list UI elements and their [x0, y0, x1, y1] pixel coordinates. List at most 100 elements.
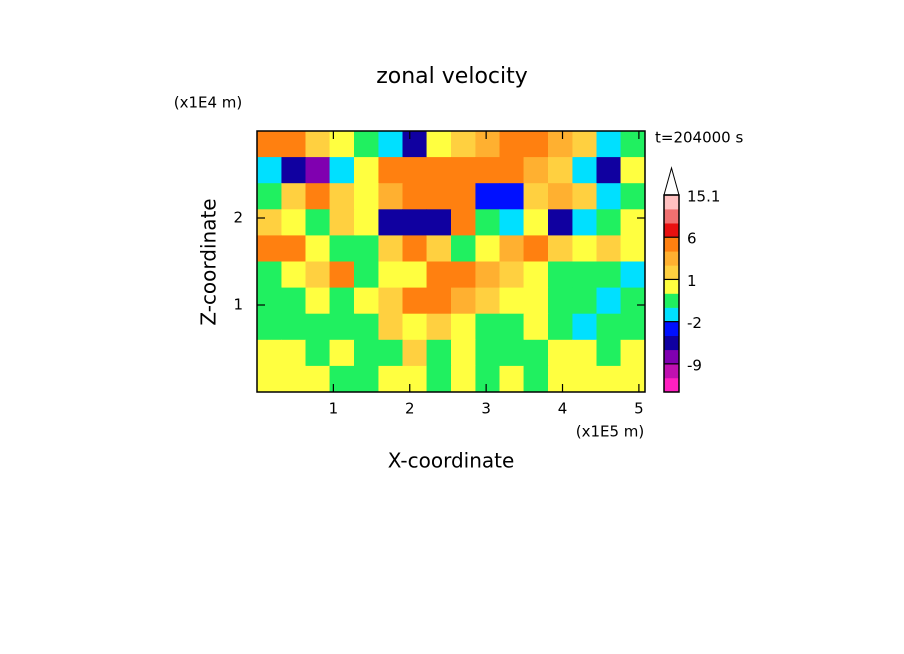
colorbar-swatch	[664, 335, 679, 351]
contour-cell	[596, 157, 622, 184]
contour-cell	[548, 131, 573, 158]
contour-cell	[499, 209, 525, 236]
contour-cell	[620, 131, 646, 158]
contour-cell	[257, 235, 282, 262]
contour-cell	[475, 235, 500, 262]
contour-cell	[329, 157, 355, 184]
contour-cell	[548, 209, 573, 236]
colorbar-swatch	[664, 363, 679, 379]
contour-cell	[305, 313, 331, 341]
contour-cell	[402, 235, 428, 262]
colorbar-swatch	[664, 293, 679, 308]
contour-cell	[523, 365, 549, 393]
contour-cell	[305, 209, 331, 236]
x-tick-label: 5	[634, 400, 644, 418]
contour-cell	[475, 157, 500, 184]
contour-cell	[596, 261, 622, 289]
contour-cell	[451, 261, 476, 289]
contour-cell	[523, 339, 549, 367]
chart-title: zonal velocity	[376, 64, 528, 89]
annotation: t=204000 s	[655, 129, 743, 147]
contour-cell	[499, 287, 525, 315]
contour-cell	[329, 209, 355, 236]
contour-cell	[523, 183, 549, 210]
contour-cell	[305, 287, 331, 315]
contour-cell	[281, 183, 306, 210]
contour-cell	[378, 131, 403, 158]
contour-cell	[426, 313, 452, 341]
contour-cell	[596, 287, 622, 315]
contour-cell	[257, 313, 282, 341]
contour-cell	[596, 183, 622, 210]
contour-cell	[451, 131, 476, 158]
contour-cell	[572, 313, 597, 341]
contour-cell	[354, 183, 379, 210]
colorbar-triangle	[663, 166, 680, 196]
contour-cell	[620, 157, 646, 184]
contour-cell	[596, 365, 622, 393]
colorbar-tick-label: 15.1	[687, 188, 720, 206]
contour-cell	[572, 209, 597, 236]
contour-cell	[305, 131, 331, 158]
y-unit: (x1E4 m)	[174, 94, 243, 112]
contour-cell	[548, 287, 573, 315]
contour-cell	[499, 313, 525, 341]
contour-cell	[451, 339, 476, 367]
contour-cell	[572, 235, 597, 262]
contour-cell	[572, 339, 597, 367]
contour-cell	[523, 261, 549, 289]
contour-cell	[378, 235, 403, 262]
contour-cell	[257, 339, 282, 367]
contour-cell	[596, 313, 622, 341]
contour-cell	[402, 157, 428, 184]
colorbar-swatch	[664, 279, 679, 294]
x-tick-label: 1	[329, 400, 339, 418]
contour-cell	[475, 339, 500, 367]
contour-cell	[378, 313, 403, 341]
contour-cell	[572, 365, 597, 393]
contour-cell	[451, 183, 476, 210]
contour-cell	[475, 183, 500, 210]
contour-cell	[499, 235, 525, 262]
contour-cell	[329, 183, 355, 210]
contour-cell	[426, 235, 452, 262]
plot-frame	[256, 130, 646, 393]
contour-cell	[402, 365, 428, 393]
contour-cell	[523, 157, 549, 184]
contour-cell	[402, 313, 428, 341]
colorbar-swatch	[664, 237, 679, 252]
contour-cell	[402, 209, 428, 236]
contour-cell	[402, 339, 428, 367]
colorbar-tick-label: 6	[687, 230, 697, 248]
contour-cell	[499, 339, 525, 367]
contour-cell	[378, 157, 403, 184]
contour-cell	[499, 157, 525, 184]
contour-cell	[426, 365, 452, 393]
x-axis-label: X-coordinate	[388, 449, 515, 473]
contour-cell	[281, 287, 306, 315]
contour-cell	[402, 131, 428, 158]
contour-cell	[402, 261, 428, 289]
contour-cell	[620, 339, 646, 367]
contour-cell	[257, 287, 282, 315]
contour-cell	[378, 209, 403, 236]
x-tick-label: 2	[405, 400, 415, 418]
contour-cell	[378, 339, 403, 367]
colorbar-swatch	[664, 321, 679, 337]
colorbar-swatch	[664, 195, 679, 210]
contour-cell	[354, 235, 379, 262]
contour-cell	[329, 313, 355, 341]
colorbar-swatch	[664, 349, 679, 365]
contour-cell	[426, 183, 452, 210]
contour-cell	[426, 261, 452, 289]
contour-cell	[378, 287, 403, 315]
contour-cell	[426, 131, 452, 158]
contour-cell	[378, 183, 403, 210]
contour-cell	[548, 235, 573, 262]
contour-cell	[329, 339, 355, 367]
contour-cell	[451, 157, 476, 184]
contour-cell	[451, 287, 476, 315]
contour-cell	[523, 235, 549, 262]
colorbar-tick-label: 1	[687, 272, 697, 290]
